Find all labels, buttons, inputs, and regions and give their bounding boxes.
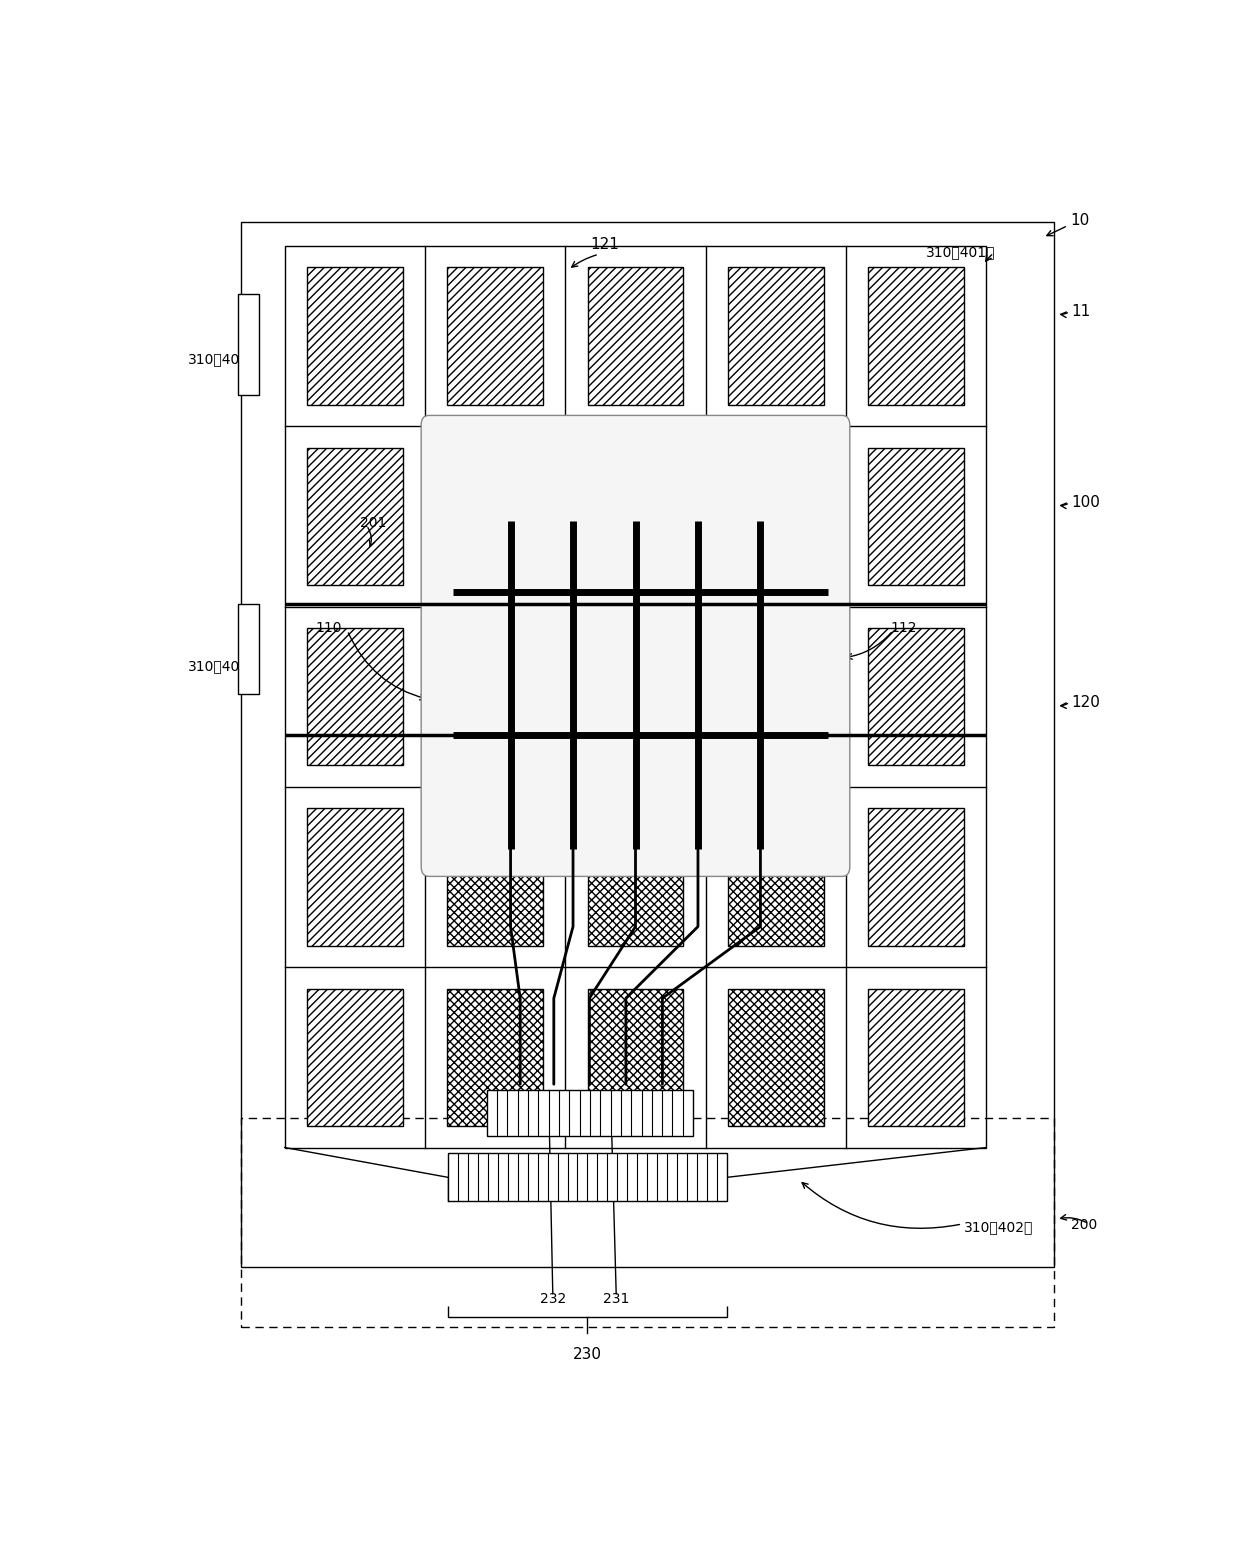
Bar [448,628,543,765]
Bar [868,808,963,946]
Text: 230: 230 [573,1346,601,1362]
Bar [728,990,823,1126]
Bar [868,267,963,405]
FancyBboxPatch shape [422,416,849,876]
Bar [448,990,543,1126]
Bar [588,990,683,1126]
Bar [242,1118,1054,1326]
Bar [448,1154,727,1200]
Bar [308,267,403,405]
Bar [868,990,963,1126]
Bar [728,808,823,946]
Text: 310（401）: 310（401） [926,245,996,259]
Text: 201: 201 [360,516,386,530]
Text: 100: 100 [1071,495,1101,510]
Text: 310（402）: 310（402） [965,1221,1033,1235]
Text: 111: 111 [501,499,527,513]
Bar [728,628,823,765]
Bar [238,293,259,396]
Bar [486,1090,693,1135]
Text: 110: 110 [315,620,342,634]
Text: 310（403）: 310（403） [187,352,257,366]
Bar [448,448,543,585]
Bar [728,267,823,405]
Bar [588,808,683,946]
Bar [588,448,683,585]
Text: 231: 231 [603,1292,630,1306]
Bar [308,448,403,585]
Text: 10: 10 [1070,212,1089,228]
Bar [448,267,543,405]
Text: 121: 121 [590,237,619,251]
Bar [588,267,683,405]
Text: 11: 11 [1071,304,1091,320]
Bar [242,222,1054,1267]
Text: 112: 112 [890,620,916,634]
Bar [308,808,403,946]
Bar [728,448,823,585]
Bar [868,448,963,585]
Bar [448,808,543,946]
Bar [308,990,403,1126]
Bar [238,603,259,693]
Text: 310（404）: 310（404） [187,659,257,673]
Bar [588,628,683,765]
Text: 232: 232 [539,1292,565,1306]
Bar [308,628,403,765]
Bar [285,245,986,1148]
Bar [868,628,963,765]
Text: 200: 200 [1070,1218,1096,1231]
Text: 120: 120 [1071,695,1101,709]
